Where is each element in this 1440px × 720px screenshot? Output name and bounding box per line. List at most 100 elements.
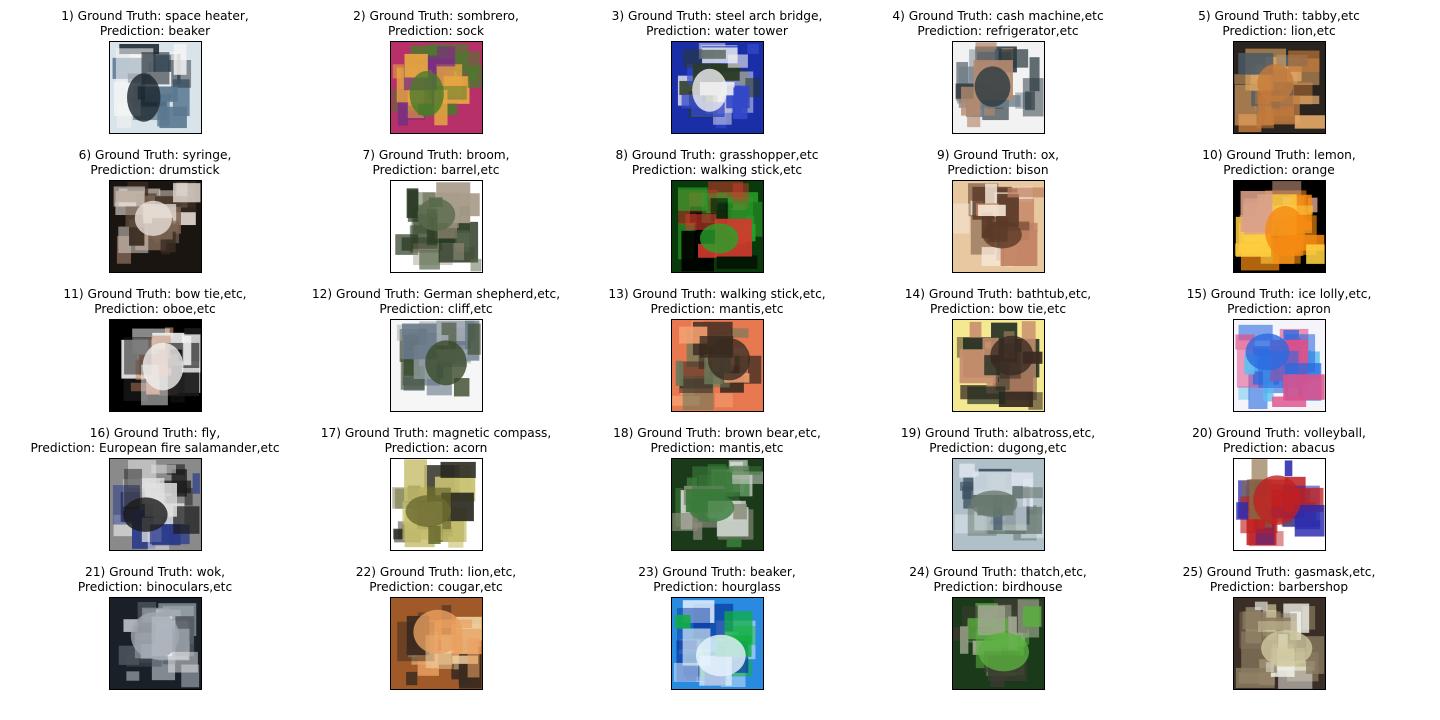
image-thumbnail	[670, 597, 764, 690]
result-cell: 16) Ground Truth: fly, Prediction: Europe…	[15, 417, 295, 556]
prediction-label: Prediction: oboe,etc	[94, 302, 216, 316]
prediction-label: Prediction: drumstick	[90, 163, 220, 177]
result-cell: 21) Ground Truth: wok, Prediction: binocu…	[15, 556, 295, 695]
thumbnail-image	[390, 459, 482, 550]
image-thumbnail	[108, 41, 202, 134]
thumbnail-image	[1233, 42, 1325, 133]
prediction-label: Prediction: sock	[387, 24, 485, 38]
result-cell: 20) Ground Truth: volleyball, Prediction:…	[1139, 417, 1419, 556]
result-cell: 18) Ground Truth: brown bear,etc, Predict…	[577, 417, 857, 556]
result-cell: 17) Ground Truth: magnetic compass, Predi…	[296, 417, 576, 556]
thumbnail-image	[390, 320, 482, 411]
image-thumbnail	[108, 458, 202, 551]
result-cell: 15) Ground Truth: ice lolly,etc, Predicti…	[1139, 278, 1419, 417]
thumbnail-image	[109, 181, 201, 272]
thumbnail-image	[109, 320, 201, 411]
result-caption: 2) Ground Truth: sombrero, Prediction: so…	[296, 9, 576, 39]
result-cell: 11) Ground Truth: bow tie,etc, Prediction…	[15, 278, 295, 417]
result-caption: 13) Ground Truth: walking stick,etc, Pred…	[577, 287, 857, 317]
thumbnail-image	[390, 598, 482, 689]
result-caption: 19) Ground Truth: albatross,etc, Predicti…	[858, 426, 1138, 456]
thumbnail-image	[952, 42, 1044, 133]
ground-truth-label: 14) Ground Truth: bathtub,etc,	[904, 287, 1092, 301]
image-thumbnail	[951, 458, 1045, 551]
result-cell: 25) Ground Truth: gasmask,etc, Prediction…	[1139, 556, 1419, 695]
result-caption: 22) Ground Truth: lion,etc, Prediction: c…	[296, 565, 576, 595]
ground-truth-label: 3) Ground Truth: steel arch bridge,	[611, 9, 823, 23]
thumbnail-image	[952, 181, 1044, 272]
image-thumbnail	[670, 458, 764, 551]
thumbnail-image	[671, 320, 763, 411]
result-caption: 7) Ground Truth: broom, Prediction: barre…	[296, 148, 576, 178]
result-cell: 1) Ground Truth: space heater, Prediction…	[15, 0, 295, 139]
image-thumbnail	[951, 41, 1045, 134]
result-caption: 21) Ground Truth: wok, Prediction: binocu…	[15, 565, 295, 595]
image-thumbnail	[670, 41, 764, 134]
ground-truth-label: 4) Ground Truth: cash machine,etc	[892, 9, 1104, 23]
thumbnail-image	[1233, 181, 1325, 272]
result-caption: 5) Ground Truth: tabby,etc Prediction: li…	[1139, 9, 1419, 39]
prediction-label: Prediction: barrel,etc	[372, 163, 500, 177]
ground-truth-label: 19) Ground Truth: albatross,etc,	[900, 426, 1096, 440]
prediction-label: Prediction: refrigerator,etc	[917, 24, 1079, 38]
result-caption: 3) Ground Truth: steel arch bridge, Predi…	[577, 9, 857, 39]
result-caption: 25) Ground Truth: gasmask,etc, Prediction…	[1139, 565, 1419, 595]
ground-truth-label: 17) Ground Truth: magnetic compass,	[320, 426, 552, 440]
ground-truth-label: 8) Ground Truth: grasshopper,etc	[615, 148, 819, 162]
prediction-label: Prediction: binoculars,etc	[77, 580, 233, 594]
image-thumbnail	[951, 597, 1045, 690]
result-caption: 9) Ground Truth: ox, Prediction: bison	[858, 148, 1138, 178]
image-thumbnail	[389, 319, 483, 412]
image-thumbnail	[670, 180, 764, 273]
thumbnail-image	[671, 598, 763, 689]
thumbnail-image	[390, 181, 482, 272]
result-cell: 2) Ground Truth: sombrero, Prediction: so…	[296, 0, 576, 139]
ground-truth-label: 18) Ground Truth: brown bear,etc,	[613, 426, 821, 440]
thumbnail-image	[671, 181, 763, 272]
ground-truth-label: 23) Ground Truth: beaker,	[638, 565, 796, 579]
image-thumbnail	[389, 180, 483, 273]
prediction-label: Prediction: orange	[1223, 163, 1335, 177]
result-caption: 6) Ground Truth: syringe, Prediction: dru…	[15, 148, 295, 178]
result-caption: 8) Ground Truth: grasshopper,etc Predicti…	[577, 148, 857, 178]
prediction-label: Prediction: bison	[947, 163, 1049, 177]
image-thumbnail	[1232, 180, 1326, 273]
result-caption: 10) Ground Truth: lemon, Prediction: oran…	[1139, 148, 1419, 178]
result-cell: 4) Ground Truth: cash machine,etc Predict…	[858, 0, 1138, 139]
image-thumbnail	[670, 319, 764, 412]
prediction-label: Prediction: European fire salamander,etc	[30, 441, 280, 455]
image-thumbnail	[1232, 458, 1326, 551]
result-cell: 8) Ground Truth: grasshopper,etc Predicti…	[577, 139, 857, 278]
prediction-label: Prediction: mantis,etc	[650, 302, 784, 316]
prediction-label: Prediction: barbershop	[1209, 580, 1349, 594]
prediction-label: Prediction: bow tie,etc	[929, 302, 1067, 316]
result-cell: 13) Ground Truth: walking stick,etc, Pred…	[577, 278, 857, 417]
result-caption: 12) Ground Truth: German shepherd,etc, Pr…	[296, 287, 576, 317]
result-cell: 19) Ground Truth: albatross,etc, Predicti…	[858, 417, 1138, 556]
ground-truth-label: 7) Ground Truth: broom,	[362, 148, 510, 162]
thumbnail-image	[671, 42, 763, 133]
thumbnail-image	[109, 598, 201, 689]
ground-truth-label: 10) Ground Truth: lemon,	[1202, 148, 1356, 162]
image-thumbnail	[1232, 41, 1326, 134]
ground-truth-label: 24) Ground Truth: thatch,etc,	[909, 565, 1087, 579]
thumbnail-image	[671, 459, 763, 550]
result-caption: 20) Ground Truth: volleyball, Prediction:…	[1139, 426, 1419, 456]
prediction-label: Prediction: beaker	[99, 24, 211, 38]
thumbnail-image	[1233, 459, 1325, 550]
result-cell: 5) Ground Truth: tabby,etc Prediction: li…	[1139, 0, 1419, 139]
thumbnail-image	[952, 459, 1044, 550]
thumbnail-image	[952, 320, 1044, 411]
ground-truth-label: 5) Ground Truth: tabby,etc	[1198, 9, 1360, 23]
result-cell: 3) Ground Truth: steel arch bridge, Predi…	[577, 0, 857, 139]
ground-truth-label: 16) Ground Truth: fly,	[89, 426, 221, 440]
thumbnail-image	[109, 459, 201, 550]
ground-truth-label: 6) Ground Truth: syringe,	[78, 148, 232, 162]
ground-truth-label: 20) Ground Truth: volleyball,	[1192, 426, 1366, 440]
thumbnail-image	[1233, 598, 1325, 689]
prediction-label: Prediction: abacus	[1223, 441, 1335, 455]
result-caption: 15) Ground Truth: ice lolly,etc, Predicti…	[1139, 287, 1419, 317]
result-caption: 24) Ground Truth: thatch,etc, Prediction:…	[858, 565, 1138, 595]
result-cell: 22) Ground Truth: lion,etc, Prediction: c…	[296, 556, 576, 695]
prediction-label: Prediction: cliff,etc	[379, 302, 493, 316]
